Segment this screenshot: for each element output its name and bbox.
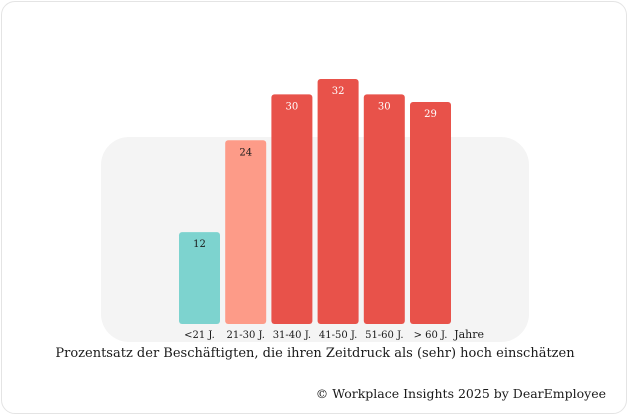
x-tick-label-2: 31-40 J. — [273, 330, 311, 341]
bar-4 — [363, 94, 405, 324]
bar-2 — [271, 94, 313, 324]
data-label-2: 30 — [286, 101, 299, 112]
x-tick-label-3: 41-50 J. — [319, 330, 357, 341]
x-tick-label-1: 21-30 J. — [226, 330, 264, 341]
x-tick-label-4: 51-60 J. — [365, 330, 403, 341]
plot-background — [101, 137, 529, 342]
data-label-0: 12 — [193, 239, 206, 250]
data-label-1: 24 — [239, 147, 252, 158]
data-label-4: 30 — [378, 101, 391, 112]
data-label-3: 32 — [332, 86, 345, 97]
x-tick-label-0: <21 J. — [184, 330, 215, 341]
bar-1 — [225, 140, 267, 324]
bar-0 — [179, 232, 220, 324]
x-axis-label: Jahre — [453, 328, 484, 341]
data-label-5: 29 — [424, 109, 437, 120]
bar-3 — [317, 79, 359, 324]
copyright-text: © Workplace Insights 2025 by DearEmploye… — [315, 386, 606, 401]
chart-caption: Prozentsatz der Beschäftigten, die ihren… — [55, 346, 575, 361]
x-tick-label-5: > 60 J. — [414, 330, 448, 341]
bar-5 — [410, 101, 451, 324]
